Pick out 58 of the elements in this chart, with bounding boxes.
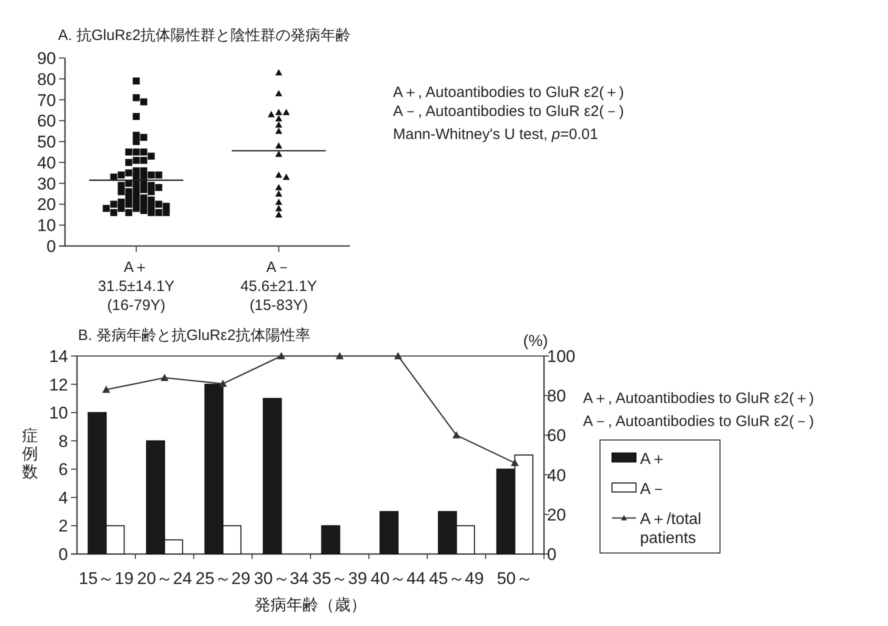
bar (380, 511, 399, 554)
y-tick-label: 50 (37, 132, 56, 152)
x-tick-label: 25～29 (196, 569, 250, 588)
y-tick-label: 30 (37, 174, 56, 194)
x-tick-label: 40～44 (370, 569, 426, 588)
point (277, 352, 286, 360)
y2-tick-label: 80 (547, 386, 566, 406)
y-tick-label: 60 (37, 112, 56, 131)
y-tick-label: 0 (46, 237, 56, 256)
y-tick-label: 20 (37, 195, 56, 214)
text: A＋, Autoantibodies to GluR ε2(＋) (393, 84, 624, 101)
y-tick-label: 10 (37, 216, 56, 236)
y2-axis-title: (%) (523, 333, 548, 350)
y2-tick-label: 40 (547, 466, 566, 485)
legend-label: A＋/total patients (640, 511, 702, 547)
point (510, 458, 519, 466)
y-axis-title: 症例数 (22, 427, 38, 481)
x-tick-label: A－ 45.6±21.1Y (15-83Y) (240, 259, 318, 314)
x-tick-label: 20～24 (137, 569, 192, 588)
point (394, 352, 402, 360)
y-tick-label: 80 (37, 70, 56, 89)
point (160, 374, 169, 381)
legend-label: A＋ (640, 451, 667, 468)
bar (321, 525, 340, 554)
y-tick-label: 70 (37, 90, 56, 110)
y-tick-label: 0 (58, 545, 68, 564)
y2-tick-label: 20 (547, 505, 566, 524)
text: Mann-Whitney's U test, p=0.01 (393, 126, 598, 143)
y2-tick-label: 60 (547, 426, 566, 446)
y-tick-label: 4 (58, 488, 68, 508)
x-tick-label: 35～39 (312, 569, 368, 588)
y-tick-label: 14 (49, 347, 68, 366)
legend-label: A－ (640, 481, 667, 498)
bar (262, 398, 282, 554)
point (336, 352, 344, 360)
text: A－, Autoantibodies to GluR ε2(－) (393, 103, 624, 120)
x-tick-label: 45～49 (429, 569, 484, 588)
chart-title: A. 抗GluRε2抗体陽性群と陰性群の発病年齢 (58, 27, 351, 44)
y-tick-label: 6 (58, 460, 68, 480)
y-tick-label: 12 (49, 375, 68, 394)
y2-tick-label: 100 (547, 347, 576, 366)
x-tick-label: 15～19 (78, 569, 134, 588)
y-tick-label: 90 (37, 49, 56, 68)
y-tick-label: 8 (58, 432, 68, 451)
text: A－, Autoantibodies to GluR ε2(－) (583, 413, 814, 430)
point (102, 386, 110, 393)
text: A＋, Autoantibodies to GluR ε2(＋) (583, 390, 814, 407)
x-tick-label: A＋ 31.5±14.1Y (16-79Y) (98, 259, 175, 314)
x-tick-label: 50～ (496, 569, 533, 588)
y-tick-label: 40 (37, 153, 56, 172)
y-tick-label: 2 (58, 516, 68, 536)
x-tick-label: 30～34 (254, 569, 309, 588)
point (218, 380, 227, 387)
y-tick-label: 10 (49, 404, 68, 423)
x-axis-title: 発病年齢（歳） (254, 596, 366, 614)
y2-tick-label: 0 (547, 545, 556, 564)
chart-title: B. 発病年齢と抗GluRε2抗体陽性率 (78, 327, 311, 344)
point (452, 431, 460, 438)
